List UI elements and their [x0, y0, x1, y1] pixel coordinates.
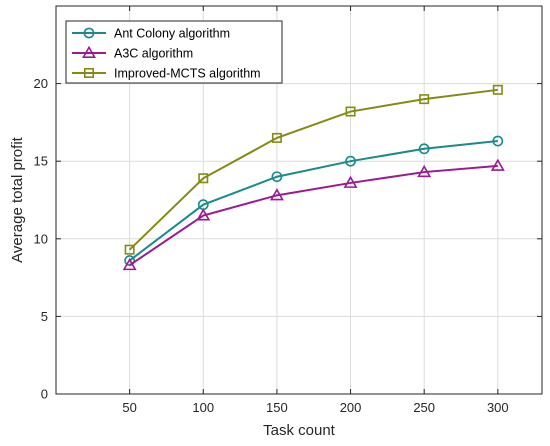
data-point [271, 132, 282, 143]
legend-label: Improved-MCTS algorithm [114, 67, 261, 81]
y-tick-label: 20 [34, 76, 48, 91]
y-tick-label: 5 [41, 309, 48, 324]
legend-label: Ant Colony algorithm [114, 27, 230, 41]
data-point [419, 94, 430, 105]
data-point [271, 171, 283, 183]
x-tick-label: 100 [192, 400, 214, 415]
series-triangle [122, 158, 505, 271]
data-point [269, 188, 284, 201]
plot-area-frame [55, 5, 543, 395]
x-tick-label: 150 [266, 400, 288, 415]
data-point [343, 175, 358, 188]
x-tick-label: 250 [413, 400, 435, 415]
data-point [492, 84, 503, 95]
x-tick-label: 50 [122, 400, 136, 415]
legend-item: A3C algorithm [72, 45, 193, 61]
legend-item: Ant Colony algorithm [72, 27, 230, 41]
x-axis-label: Task count [263, 422, 336, 439]
series-line [129, 164, 498, 267]
data-point [345, 106, 356, 117]
data-point [417, 164, 432, 178]
data-point [490, 158, 505, 171]
legend-marker [84, 68, 95, 79]
x-tick-label: 300 [487, 400, 509, 415]
series-group [122, 84, 505, 271]
data-point [122, 257, 137, 271]
axis-ticks: 50 100 150 200 250 300 0 5 10 15 20 [34, 6, 542, 415]
y-tick-label: 0 [41, 387, 48, 402]
data-point [196, 208, 211, 221]
legend-label: A3C algorithm [114, 47, 193, 61]
series-square [124, 84, 503, 255]
legend-marker [83, 27, 95, 39]
data-point [124, 244, 135, 255]
legend: Ant Colony algorithm A3C algorithm Improve… [65, 20, 283, 84]
y-axis-label: Average total profit [9, 136, 26, 262]
data-point [198, 173, 209, 184]
legend-marker [82, 45, 96, 59]
series-line [128, 88, 498, 251]
series-line [129, 140, 498, 262]
data-point [492, 135, 504, 147]
y-tick-label: 10 [34, 231, 48, 246]
y-tick-label: 15 [34, 154, 48, 169]
series-circle [124, 135, 504, 266]
data-point [418, 143, 430, 155]
legend-item: Improved-MCTS algorithm [72, 67, 261, 81]
data-point [345, 155, 356, 167]
x-tick-label: 200 [340, 400, 362, 415]
